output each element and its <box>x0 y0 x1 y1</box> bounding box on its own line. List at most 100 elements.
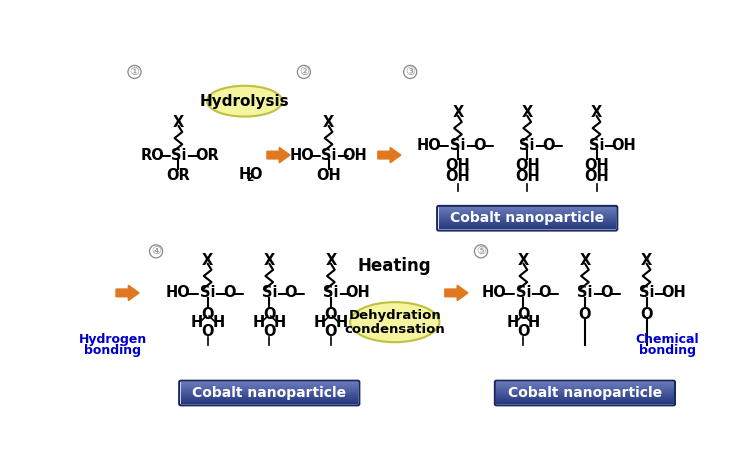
Text: −: − <box>337 284 351 302</box>
Bar <box>496 385 673 387</box>
Bar <box>496 397 673 398</box>
Text: H: H <box>274 315 286 330</box>
Bar <box>439 207 616 208</box>
Text: H: H <box>191 315 203 330</box>
Text: ④: ④ <box>151 246 161 256</box>
Text: −: − <box>464 136 478 154</box>
Bar <box>439 223 616 224</box>
Bar <box>181 395 358 396</box>
Bar <box>439 213 616 215</box>
Text: O: O <box>517 324 529 339</box>
Bar <box>496 398 673 399</box>
Bar <box>439 214 616 215</box>
Text: H: H <box>507 315 519 330</box>
Bar <box>496 388 673 390</box>
Bar <box>496 402 673 403</box>
Text: X: X <box>264 253 275 268</box>
Text: HO: HO <box>416 138 441 153</box>
Bar <box>439 217 616 218</box>
Bar <box>439 210 616 211</box>
Text: HO: HO <box>290 147 315 162</box>
Text: OH: OH <box>584 169 609 184</box>
Bar <box>439 215 616 216</box>
Bar <box>181 383 358 384</box>
Text: O: O <box>201 324 214 339</box>
Text: −: − <box>545 284 560 302</box>
Text: −: − <box>501 284 515 302</box>
Bar <box>439 226 616 227</box>
Bar <box>181 387 358 388</box>
Bar <box>496 383 673 384</box>
Text: Hydrolysis: Hydrolysis <box>200 94 289 109</box>
Bar <box>439 212 616 213</box>
Bar <box>496 399 673 400</box>
Text: Cobalt nanoparticle: Cobalt nanoparticle <box>508 386 662 400</box>
Bar <box>181 388 358 389</box>
Bar <box>496 390 673 391</box>
Text: Cobalt nanoparticle: Cobalt nanoparticle <box>192 386 346 400</box>
Text: Si: Si <box>261 285 277 300</box>
Text: Si: Si <box>639 285 654 300</box>
Text: −: − <box>185 146 200 164</box>
Text: Si: Si <box>520 138 535 153</box>
Text: X: X <box>323 115 334 130</box>
Text: OH: OH <box>661 285 686 300</box>
Bar <box>496 386 673 387</box>
Bar <box>181 393 358 394</box>
Text: H: H <box>239 167 251 182</box>
Text: −: − <box>602 136 617 154</box>
Text: OH: OH <box>584 158 609 173</box>
Bar <box>181 400 358 401</box>
Text: ⑤: ⑤ <box>476 246 486 256</box>
Text: −: − <box>214 284 228 302</box>
Text: −: − <box>549 136 564 154</box>
Text: −: − <box>185 284 200 302</box>
Polygon shape <box>445 285 468 300</box>
Bar <box>439 216 616 217</box>
Polygon shape <box>116 285 139 300</box>
Text: HO: HO <box>482 285 507 300</box>
Text: −: − <box>335 146 349 164</box>
Text: H: H <box>314 315 326 330</box>
Bar <box>496 390 673 391</box>
Text: condensation: condensation <box>344 323 445 336</box>
Bar <box>439 218 616 219</box>
Text: −: − <box>652 284 667 302</box>
Text: −: − <box>275 284 290 302</box>
Text: ②: ② <box>299 67 309 77</box>
Text: Dehydration: Dehydration <box>349 309 441 322</box>
Text: O: O <box>640 307 653 322</box>
Text: bonding: bonding <box>84 344 142 357</box>
Bar <box>439 224 616 225</box>
Ellipse shape <box>350 302 440 342</box>
Text: −: − <box>480 136 495 154</box>
Bar <box>181 394 358 395</box>
Text: OR: OR <box>195 147 219 162</box>
Text: O: O <box>325 324 337 339</box>
Bar <box>439 225 616 226</box>
Text: −: − <box>307 146 322 164</box>
Bar <box>439 227 616 228</box>
Bar <box>439 220 616 221</box>
Bar <box>496 393 673 394</box>
Text: −: − <box>591 284 605 302</box>
Bar <box>181 392 358 393</box>
Bar <box>496 396 673 398</box>
Text: Si: Si <box>516 285 531 300</box>
Bar <box>439 208 616 209</box>
Bar <box>181 403 358 404</box>
Text: OH: OH <box>446 169 471 184</box>
Bar <box>496 388 673 389</box>
Text: −: − <box>533 136 547 154</box>
Text: X: X <box>453 105 464 120</box>
Bar <box>496 400 673 401</box>
Text: OH: OH <box>446 158 471 173</box>
Text: O: O <box>263 307 276 322</box>
Text: X: X <box>518 253 529 268</box>
Bar <box>496 396 673 397</box>
Bar <box>496 382 673 383</box>
Bar <box>496 401 673 402</box>
Bar <box>496 400 673 402</box>
Text: Heating: Heating <box>358 257 431 275</box>
Text: O: O <box>263 324 276 339</box>
